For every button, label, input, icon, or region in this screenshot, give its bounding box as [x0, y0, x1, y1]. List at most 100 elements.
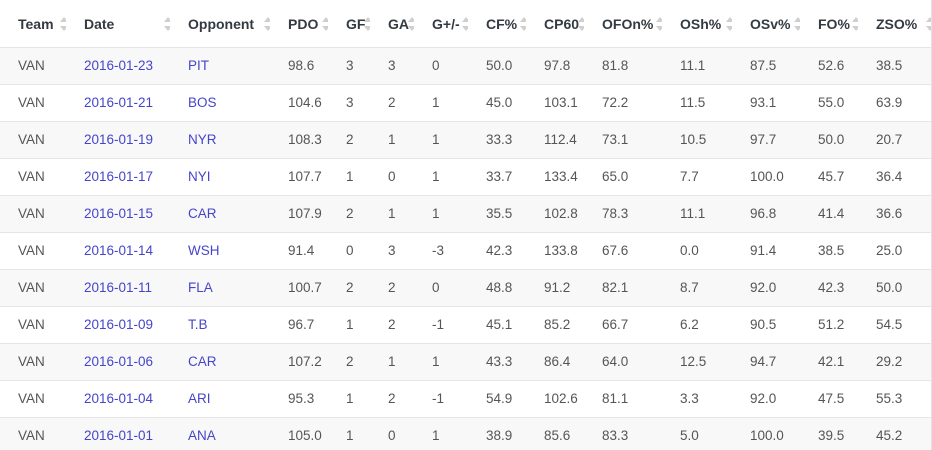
cell-osv: 96.8	[750, 206, 777, 221]
cell-osh: 5.0	[680, 428, 699, 443]
cell-osh: 11.1	[680, 206, 706, 221]
opponent-link[interactable]: T.B	[188, 317, 208, 332]
date-link[interactable]: 2016-01-19	[84, 132, 154, 147]
date-link[interactable]: 2016-01-01	[84, 428, 154, 443]
cell-ofon: 72.2	[602, 95, 629, 110]
cell-opponent: T.B	[170, 307, 270, 344]
cell-date: 2016-01-09	[66, 307, 170, 344]
date-link[interactable]: 2016-01-04	[84, 391, 154, 406]
column-header-team[interactable]: Team	[0, 0, 68, 48]
table-row: VAN 2016-01-09 T.B 96.7 1 2 -1 45.1 85.2 66.7 6.2 9…	[0, 306, 931, 344]
opponent-link[interactable]: NYR	[188, 132, 217, 147]
cell-osh: 3.3	[680, 391, 699, 406]
opponent-link[interactable]: PIT	[188, 58, 210, 73]
column-header-ga[interactable]: GA	[370, 0, 416, 48]
cell-fo: 55.0	[818, 95, 845, 110]
column-header-pdo[interactable]: PDO	[270, 0, 331, 48]
cell-pdo: 98.6	[288, 58, 315, 73]
date-link[interactable]: 2016-01-17	[84, 169, 154, 184]
cell-gf: 1	[346, 317, 354, 332]
cell-cf: 35.5	[486, 206, 513, 221]
opponent-link[interactable]: CAR	[188, 206, 217, 221]
column-label: OSh%	[680, 16, 722, 32]
cell-team: VAN	[18, 280, 45, 295]
column-header-osv[interactable]: OSv%	[732, 0, 802, 48]
table-body: VAN 2016-01-23 PIT 98.6 3 3 0 50.0 97.8 81.8 11.1 8…	[0, 47, 931, 450]
cell-osh: 7.7	[680, 169, 699, 184]
cell-osv: 97.7	[750, 132, 777, 147]
column-header-osh[interactable]: OSh%	[662, 0, 734, 48]
date-link[interactable]: 2016-01-15	[84, 206, 154, 221]
cell-ofon: 65.0	[602, 169, 629, 184]
date-link[interactable]: 2016-01-09	[84, 317, 154, 332]
cell-gpm: 1	[432, 169, 440, 184]
cell-gpm: -1	[432, 391, 445, 406]
date-link[interactable]: 2016-01-21	[84, 95, 154, 110]
cell-cf: 42.3	[486, 243, 513, 258]
cell-osv: 91.4	[750, 243, 777, 258]
cell-team: VAN	[18, 317, 45, 332]
column-label: G+/-	[432, 16, 460, 32]
sort-both-icon	[322, 16, 331, 31]
cell-pdo: 105.0	[288, 428, 322, 443]
sort-both-icon	[852, 16, 861, 31]
cell-zso: 36.6	[876, 206, 903, 221]
table-row: VAN 2016-01-11 FLA 100.7 2 2 0 48.8 91.2 82.1 8.7 9…	[0, 269, 931, 307]
cell-cp60: 97.8	[544, 58, 571, 73]
column-header-gf[interactable]: GF	[328, 0, 373, 48]
opponent-link[interactable]: FLA	[188, 280, 213, 295]
date-link[interactable]: 2016-01-23	[84, 58, 154, 73]
opponent-link[interactable]: WSH	[188, 243, 220, 258]
column-header-gpm[interactable]: G+/-	[414, 0, 470, 48]
table-row: VAN 2016-01-17 NYI 107.7 1 0 1 33.7 133.4 65.0 7.7…	[0, 158, 931, 196]
cell-ga: 0	[388, 428, 396, 443]
cell-gpm: 1	[432, 206, 440, 221]
cell-date: 2016-01-06	[66, 344, 170, 381]
date-link[interactable]: 2016-01-06	[84, 354, 154, 369]
cell-cf: 45.1	[486, 317, 513, 332]
column-label: Team	[18, 16, 54, 32]
cell-gpm: 1	[432, 354, 440, 369]
column-label: OSv%	[750, 16, 791, 32]
date-link[interactable]: 2016-01-11	[84, 280, 153, 295]
cell-osv: 90.5	[750, 317, 777, 332]
cell-gpm: 1	[432, 428, 440, 443]
cell-osh: 6.2	[680, 317, 699, 332]
cell-zso: 38.5	[876, 58, 903, 73]
opponent-link[interactable]: ARI	[188, 391, 211, 406]
cell-team: VAN	[18, 243, 45, 258]
cell-gf: 1	[346, 391, 354, 406]
cell-team: VAN	[18, 169, 45, 184]
cell-osv: 93.1	[750, 95, 777, 110]
sort-both-icon	[520, 16, 529, 31]
column-header-zso[interactable]: ZSO%	[858, 0, 931, 48]
table-row: VAN 2016-01-01 ANA 105.0 1 0 1 38.9 85.6 83.3 5.0 1…	[0, 417, 931, 450]
table-row: VAN 2016-01-06 CAR 107.2 2 1 1 43.3 86.4 64.0 12.5…	[0, 343, 931, 381]
cell-ga: 3	[388, 243, 396, 258]
cell-ga: 1	[388, 132, 396, 147]
opponent-link[interactable]: ANA	[188, 428, 216, 443]
opponent-link[interactable]: NYI	[188, 169, 211, 184]
sort-both-icon	[364, 16, 373, 31]
opponent-link[interactable]: BOS	[188, 95, 217, 110]
cell-date: 2016-01-15	[66, 196, 170, 233]
sort-both-icon	[578, 16, 587, 31]
opponent-link[interactable]: CAR	[188, 354, 217, 369]
cell-cf: 45.0	[486, 95, 513, 110]
cell-cp60: 103.1	[544, 95, 578, 110]
date-link[interactable]: 2016-01-14	[84, 243, 154, 258]
cell-gf: 2	[346, 354, 354, 369]
column-header-cf[interactable]: CF%	[468, 0, 529, 48]
cell-osh: 8.7	[680, 280, 699, 295]
column-header-opponent[interactable]: Opponent	[170, 0, 272, 48]
column-header-cp60[interactable]: CP60	[526, 0, 587, 48]
column-label: CF%	[486, 16, 518, 32]
column-header-fo[interactable]: FO%	[800, 0, 861, 48]
cell-ofon: 66.7	[602, 317, 629, 332]
column-header-ofon[interactable]: OFOn%	[584, 0, 664, 48]
column-header-date[interactable]: Date	[66, 0, 172, 48]
cell-fo: 52.6	[818, 58, 845, 73]
table-row: VAN 2016-01-19 NYR 108.3 2 1 1 33.3 112.4 73.1 10.…	[0, 121, 931, 159]
cell-ga: 2	[388, 95, 396, 110]
